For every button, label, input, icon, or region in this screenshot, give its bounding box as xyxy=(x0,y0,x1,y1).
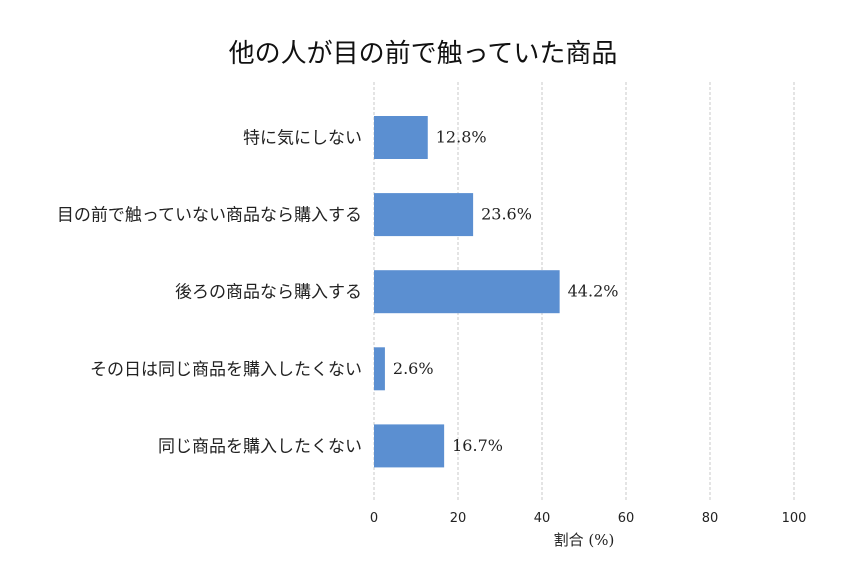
category-label: その日は同じ商品を購入したくない xyxy=(90,360,362,380)
value-label: 12.8% xyxy=(436,128,487,147)
category-label: 後ろの商品なら購入する xyxy=(175,283,362,303)
value-label: 16.7% xyxy=(452,436,503,455)
x-tick-label: 0 xyxy=(370,511,378,526)
x-tick-label: 80 xyxy=(702,511,719,526)
value-label: 2.6% xyxy=(393,359,434,378)
bar xyxy=(374,424,445,468)
x-tick-label: 60 xyxy=(618,511,635,526)
value-label: 44.2% xyxy=(568,282,619,301)
bar xyxy=(374,270,560,314)
category-label: 目の前で触っていない商品なら購入する xyxy=(57,206,362,226)
x-tick-label: 40 xyxy=(534,511,551,526)
bar xyxy=(374,193,474,237)
category-labels: 特に気にしない目の前で触っていない商品なら購入する後ろの商品なら購入するその日は… xyxy=(57,129,362,457)
x-axis-title: 割合 (%) xyxy=(554,531,615,549)
bar xyxy=(374,347,385,391)
value-label: 23.6% xyxy=(481,205,532,224)
chart-title: 他の人が目の前で触っていた商品 xyxy=(229,39,618,69)
x-axis-ticks: 0 20 40 60 80 100 xyxy=(370,511,807,526)
bar xyxy=(374,116,428,159)
bars xyxy=(374,116,560,468)
value-labels: 12.8% 23.6% 44.2% 2.6% 16.7% xyxy=(393,128,619,455)
x-tick-label: 20 xyxy=(450,511,467,526)
category-label: 特に気にしない xyxy=(243,129,362,149)
x-tick-label: 100 xyxy=(782,511,807,526)
category-label: 同じ商品を購入したくない xyxy=(158,437,362,457)
